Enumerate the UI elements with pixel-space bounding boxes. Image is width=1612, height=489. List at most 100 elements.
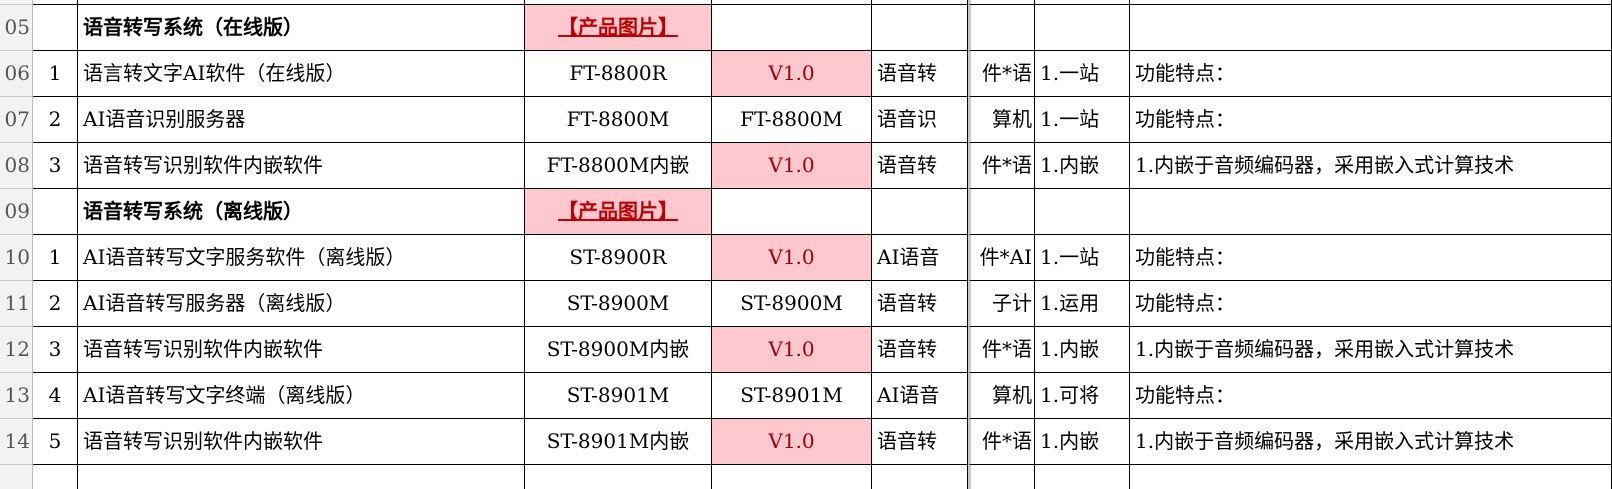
cell[interactable]: 1.内嵌于音频编码器，采用嵌入式计算技术 <box>1130 419 1612 465</box>
cell[interactable] <box>712 465 872 489</box>
cell[interactable]: 件*语 <box>968 419 1035 465</box>
cell[interactable]: 语音转写系统（离线版） <box>78 189 525 235</box>
cell[interactable]: FT-8800R <box>525 51 712 97</box>
cell[interactable]: FT-8800M <box>525 97 712 143</box>
cell[interactable] <box>33 189 78 235</box>
row-header: 13 <box>0 373 33 419</box>
cell[interactable]: ST-8900M <box>712 281 872 327</box>
cell[interactable] <box>712 189 872 235</box>
cell[interactable]: 1.可将 <box>1035 373 1130 419</box>
cell[interactable]: 算机 <box>968 97 1035 143</box>
cell[interactable]: 语音识 <box>872 97 968 143</box>
cell[interactable]: ST-8900M内嵌 <box>525 327 712 373</box>
cell[interactable]: 1.内嵌于音频编码器，采用嵌入式计算技术 <box>1130 327 1612 373</box>
cell[interactable] <box>1035 0 1130 5</box>
cell[interactable]: 子计 <box>968 281 1035 327</box>
cell[interactable]: 语音转 <box>872 419 968 465</box>
cell[interactable] <box>1130 5 1612 51</box>
cell[interactable]: 功能特点： <box>1130 51 1612 97</box>
cell[interactable]: 件*语 <box>968 143 1035 189</box>
cell[interactable] <box>968 0 1035 5</box>
cell[interactable]: V1.0 <box>712 419 872 465</box>
cell[interactable]: ST-8901M内嵌 <box>525 419 712 465</box>
cell[interactable]: 语言转文字AI软件（在线版） <box>78 51 525 97</box>
cell[interactable] <box>968 5 1035 51</box>
cell[interactable] <box>525 0 712 5</box>
cell[interactable]: 功能特点： <box>1130 97 1612 143</box>
cell[interactable] <box>33 5 78 51</box>
product-image-link[interactable]: 【产品图片】 <box>525 189 712 235</box>
cell[interactable] <box>968 465 1035 489</box>
cell[interactable]: 语音转 <box>872 281 968 327</box>
cell[interactable]: 5 <box>33 419 78 465</box>
cell[interactable]: AI语音 <box>872 373 968 419</box>
cell[interactable]: 1 <box>33 51 78 97</box>
row-header: 07 <box>0 97 33 143</box>
cell[interactable] <box>872 0 968 5</box>
cell[interactable] <box>525 465 712 489</box>
cell[interactable]: 2 <box>33 97 78 143</box>
cell[interactable]: 功能特点： <box>1130 373 1612 419</box>
cell[interactable]: 3 <box>33 143 78 189</box>
cell[interactable]: 1.运用 <box>1035 281 1130 327</box>
cell[interactable] <box>33 0 78 5</box>
cell[interactable]: 语音转写识别软件内嵌软件 <box>78 143 525 189</box>
cell[interactable]: 件*语 <box>968 51 1035 97</box>
cell[interactable]: 1.内嵌于音频编码器，采用嵌入式计算技术 <box>1130 143 1612 189</box>
cell[interactable]: 1.内嵌 <box>1035 327 1130 373</box>
cell[interactable]: 算机 <box>968 373 1035 419</box>
cell[interactable]: V1.0 <box>712 51 872 97</box>
cell[interactable]: V1.0 <box>712 235 872 281</box>
cell[interactable]: 件*语 <box>968 327 1035 373</box>
cell[interactable]: 语音转 <box>872 143 968 189</box>
cell[interactable] <box>1035 465 1130 489</box>
cell[interactable] <box>1035 189 1130 235</box>
cell[interactable]: 语音转 <box>872 51 968 97</box>
cell[interactable]: 1.内嵌 <box>1035 143 1130 189</box>
cell[interactable]: 语音转 <box>872 327 968 373</box>
cell[interactable] <box>872 189 968 235</box>
cell[interactable]: FT-8800M内嵌 <box>525 143 712 189</box>
cell[interactable]: 语音转写识别软件内嵌软件 <box>78 327 525 373</box>
cell[interactable] <box>1130 189 1612 235</box>
cell[interactable]: AI语音转写服务器（离线版） <box>78 281 525 327</box>
cell[interactable]: ST-8900R <box>525 235 712 281</box>
cell[interactable] <box>872 5 968 51</box>
cell[interactable]: V1.0 <box>712 143 872 189</box>
cell[interactable]: 2 <box>33 281 78 327</box>
cell[interactable]: AI语音识别服务器 <box>78 97 525 143</box>
cell[interactable] <box>1035 5 1130 51</box>
cell[interactable] <box>78 0 525 5</box>
cell[interactable]: V1.0 <box>712 327 872 373</box>
cell[interactable]: ST-8900M <box>525 281 712 327</box>
cell[interactable] <box>712 0 872 5</box>
product-image-link[interactable]: 【产品图片】 <box>525 5 712 51</box>
row-header: 09 <box>0 189 33 235</box>
cell[interactable]: AI语音转写文字服务软件（离线版） <box>78 235 525 281</box>
cell[interactable]: AI语音转写文字终端（离线版） <box>78 373 525 419</box>
cell[interactable]: 1 <box>33 235 78 281</box>
cell[interactable]: ST-8901M <box>525 373 712 419</box>
cell[interactable] <box>78 465 525 489</box>
cell[interactable]: FT-8800M <box>712 97 872 143</box>
row-header: 10 <box>0 235 33 281</box>
cell[interactable] <box>1130 465 1612 489</box>
cell[interactable]: AI语音 <box>872 235 968 281</box>
cell[interactable]: 1.一站 <box>1035 235 1130 281</box>
cell[interactable]: ST-8901M <box>712 373 872 419</box>
cell[interactable]: 功能特点： <box>1130 281 1612 327</box>
cell[interactable] <box>712 5 872 51</box>
cell[interactable]: 语音转写系统（在线版） <box>78 5 525 51</box>
cell[interactable]: 1.一站 <box>1035 51 1130 97</box>
cell[interactable] <box>33 465 78 489</box>
cell[interactable]: 1.一站 <box>1035 97 1130 143</box>
cell[interactable]: 3 <box>33 327 78 373</box>
cell[interactable]: 语音转写识别软件内嵌软件 <box>78 419 525 465</box>
cell[interactable] <box>872 465 968 489</box>
cell[interactable]: 1.内嵌 <box>1035 419 1130 465</box>
cell[interactable]: 件*AI <box>968 235 1035 281</box>
cell[interactable] <box>968 189 1035 235</box>
row-header <box>0 465 33 489</box>
cell[interactable]: 4 <box>33 373 78 419</box>
cell[interactable]: 功能特点： <box>1130 235 1612 281</box>
